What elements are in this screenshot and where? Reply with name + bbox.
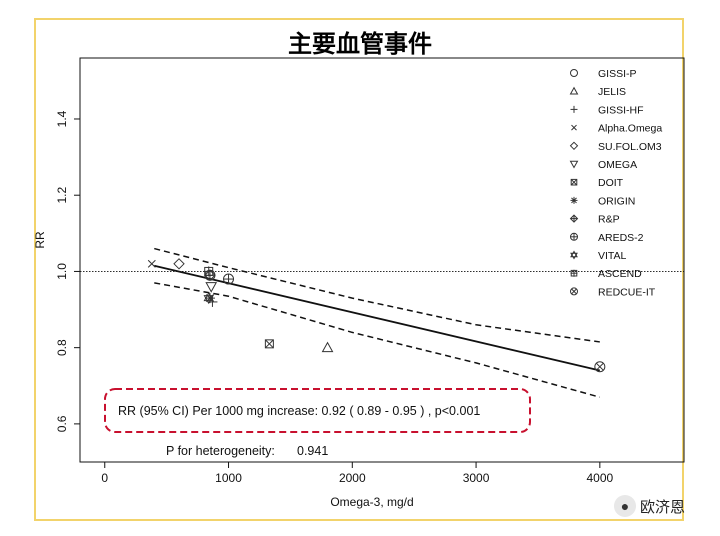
legend-marker (570, 287, 578, 296)
legend-marker-part (571, 197, 577, 204)
data-point-circle-x-part (594, 361, 606, 373)
legend-label: REDCUE-IT (598, 286, 656, 298)
data-point-triangle-up-part (321, 341, 334, 353)
legend-marker (569, 214, 579, 223)
legend-marker (570, 69, 578, 77)
y-tick-label: 0.6 (55, 415, 69, 432)
x-tick-label: 4000 (586, 471, 613, 485)
data-point-triangle-up (321, 341, 334, 353)
legend-marker-part (569, 86, 579, 95)
legend-marker (571, 124, 577, 131)
legend-label: GISSI-HF (598, 104, 644, 116)
y-tick-label: 1.0 (55, 263, 69, 280)
data-point-star-of-david-part (203, 295, 214, 305)
legend-marker-part (570, 287, 578, 296)
data-point-box-x-part (265, 339, 274, 348)
x-tick-label: 3000 (463, 471, 490, 485)
plot-box (79, 57, 685, 463)
legend-marker-part (570, 252, 578, 260)
data-point-circle-plus (223, 273, 235, 285)
legend-label: ORIGIN (598, 195, 635, 207)
x-axis-label: Omega-3, mg/d (330, 495, 413, 509)
legend-marker (570, 232, 578, 241)
data-point-star-of-david (203, 292, 214, 305)
legend-label: DOIT (598, 177, 624, 189)
legend-marker-part (569, 141, 579, 151)
rr-annotation: RR (95% CI) Per 1000 mg increase: 0.92 (… (118, 404, 480, 418)
watermark: ● 欧济恩 (614, 493, 685, 519)
data-point-box-plus (203, 266, 214, 277)
legend-label: JELIS (598, 86, 626, 98)
heterogeneity-label: P for heterogeneity: (166, 444, 275, 458)
y-tick-label: 1.2 (55, 187, 69, 204)
legend-label: ASCEND (598, 268, 642, 280)
data-point-diamond (173, 258, 185, 270)
data-point-star-of-david-part (203, 292, 214, 302)
legend-marker (569, 141, 579, 151)
x-tick-label: 1000 (215, 471, 242, 485)
legend-marker (570, 196, 578, 204)
slide-frame (34, 18, 684, 521)
legend-marker (570, 178, 578, 186)
legend-marker-part (570, 69, 578, 77)
wechat-icon: ● (614, 495, 636, 517)
legend-label: R&P (598, 214, 620, 226)
data-point-triangle-down-part (205, 282, 218, 293)
legend-marker-part (571, 288, 577, 295)
data-point-circle-x (594, 361, 606, 373)
data-point-x (147, 259, 156, 268)
data-point-x-part (147, 259, 156, 268)
legend-marker-part (570, 250, 578, 258)
x-tick-label: 2000 (339, 471, 366, 485)
legend-label: OMEGA (598, 159, 637, 171)
legend-label: GISSI-P (598, 68, 637, 80)
heterogeneity-value: 0.941 (297, 444, 328, 458)
legend-marker (570, 269, 578, 277)
legend-label: Alpha.Omega (598, 123, 662, 135)
y-tick-label: 0.8 (55, 339, 69, 356)
legend-marker-part (570, 178, 578, 186)
watermark-text: 欧济恩 (640, 497, 686, 516)
legend-label: SU.FOL.OM3 (598, 141, 662, 153)
chart-title: 主要血管事件 (288, 30, 432, 58)
data-point-triangle-down (205, 282, 218, 293)
y-tick-label: 1.4 (55, 110, 69, 127)
legend-marker-part (571, 179, 577, 186)
legend-marker (569, 86, 579, 95)
legend-marker-part (569, 160, 579, 169)
legend-marker (570, 250, 578, 260)
legend-label: AREDS-2 (598, 232, 644, 244)
data-point-diamond-part (173, 258, 185, 270)
regression-line (154, 264, 601, 372)
legend-marker-part (571, 124, 577, 131)
ci-lower-line (154, 282, 601, 398)
annotation-box (104, 388, 531, 433)
y-axis-label: RR (33, 231, 47, 249)
x-tick-label: 0 (101, 471, 108, 485)
data-point-circle-x-part (595, 362, 604, 371)
legend-marker (570, 105, 578, 113)
legend-marker (569, 160, 579, 169)
data-point-box-x-part (264, 339, 274, 349)
legend-label: VITAL (598, 250, 627, 262)
data-point-box-x (264, 339, 274, 349)
ci-upper-line (154, 247, 600, 343)
